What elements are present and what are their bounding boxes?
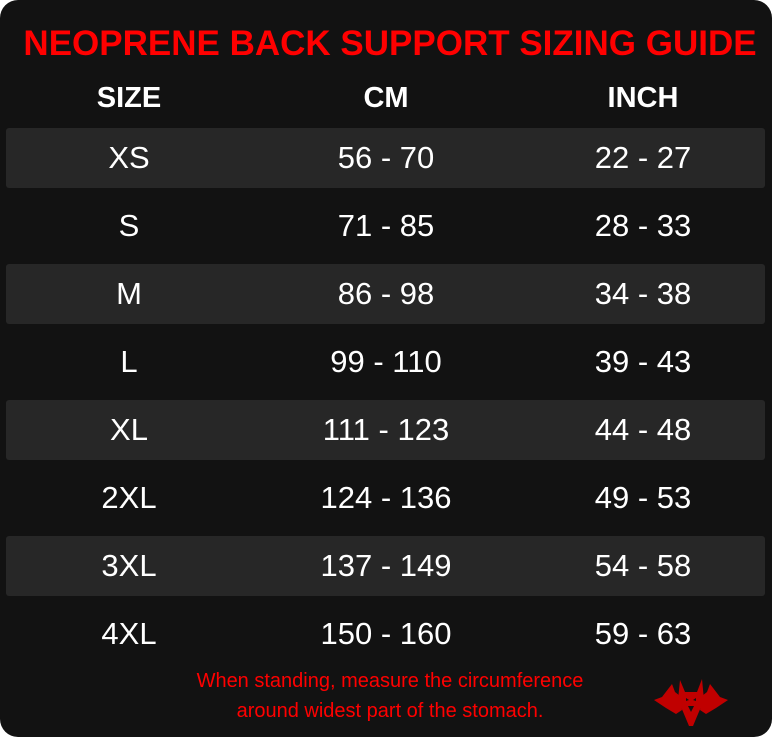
- table-row: M 86 - 98 34 - 38: [6, 264, 765, 324]
- table-row: L 99 - 110 39 - 43: [6, 332, 765, 392]
- table-row: 4XL 150 - 160 59 - 63: [6, 604, 765, 664]
- size-cell: XL: [110, 412, 148, 447]
- inch-cell: 59 - 63: [594, 616, 692, 651]
- header-inch: INCH: [607, 82, 679, 114]
- footer-note-line2: around widest part of the stomach.: [236, 700, 544, 722]
- table-row: S 71 - 85 28 - 33: [6, 196, 765, 256]
- cm-cell: 86 - 98: [337, 276, 435, 311]
- inch-cell: 28 - 33: [594, 208, 692, 243]
- footer-note-line1: When standing, measure the circumference: [196, 670, 584, 692]
- size-cell: M: [116, 276, 142, 311]
- cm-cell: 99 - 110: [330, 344, 442, 379]
- size-cell: XS: [108, 140, 150, 175]
- size-cell: 2XL: [101, 480, 157, 515]
- size-cell: 4XL: [101, 616, 157, 651]
- table-row: 3XL 137 - 149 54 - 58: [6, 536, 765, 596]
- inch-cell: 44 - 48: [594, 412, 692, 447]
- table-row: XS 56 - 70 22 - 27: [6, 128, 765, 188]
- inch-cell: 34 - 38: [594, 276, 692, 311]
- table-row: XL 111 - 123 44 - 48: [6, 400, 765, 460]
- three-headed-wolf-logo: [654, 679, 728, 726]
- cm-cell: 150 - 160: [320, 616, 452, 651]
- cm-cell: 111 - 123: [322, 412, 450, 447]
- cm-cell: 137 - 149: [320, 548, 452, 583]
- size-cell: L: [120, 344, 138, 379]
- size-cell: 3XL: [101, 548, 157, 583]
- cm-cell: 56 - 70: [337, 140, 435, 175]
- cm-cell: 124 - 136: [320, 480, 452, 515]
- page-title: NEOPRENE BACK SUPPORT SIZING GUIDE: [23, 24, 757, 63]
- inch-cell: 39 - 43: [594, 344, 692, 379]
- table-row: 2XL 124 - 136 49 - 53: [6, 468, 765, 528]
- inch-cell: 49 - 53: [594, 480, 692, 515]
- header-size: SIZE: [96, 82, 162, 114]
- inch-cell: 54 - 58: [594, 548, 692, 583]
- size-cell: S: [118, 208, 140, 243]
- inch-cell: 22 - 27: [594, 140, 692, 175]
- header-cm: CM: [363, 82, 409, 114]
- cm-cell: 71 - 85: [337, 208, 435, 243]
